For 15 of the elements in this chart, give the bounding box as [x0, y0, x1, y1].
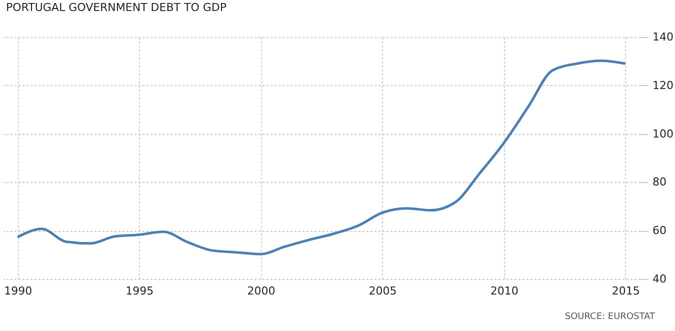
x-tick-label: 1995	[126, 284, 154, 298]
line-series	[16, 59, 627, 256]
y-tick-label: 140	[652, 30, 674, 44]
x-tick-label: 2000	[247, 284, 276, 298]
x-tick-label: 2015	[612, 284, 640, 298]
y-tick-label: 60	[652, 224, 666, 238]
chart-title: PORTUGAL GOVERNMENT DEBT TO GDP	[6, 1, 227, 14]
y-tick-label: 100	[652, 127, 674, 140]
x-tick-label: 2010	[490, 284, 518, 298]
y-tick-label: 120	[652, 78, 674, 92]
y-tick-label: 40	[652, 272, 666, 286]
x-tick-label: 2005	[368, 284, 397, 298]
x-tick-label: 1990	[4, 284, 32, 298]
source-note: SOURCE: EUROSTAT	[564, 312, 655, 322]
y-tick-label: 80	[652, 176, 666, 189]
